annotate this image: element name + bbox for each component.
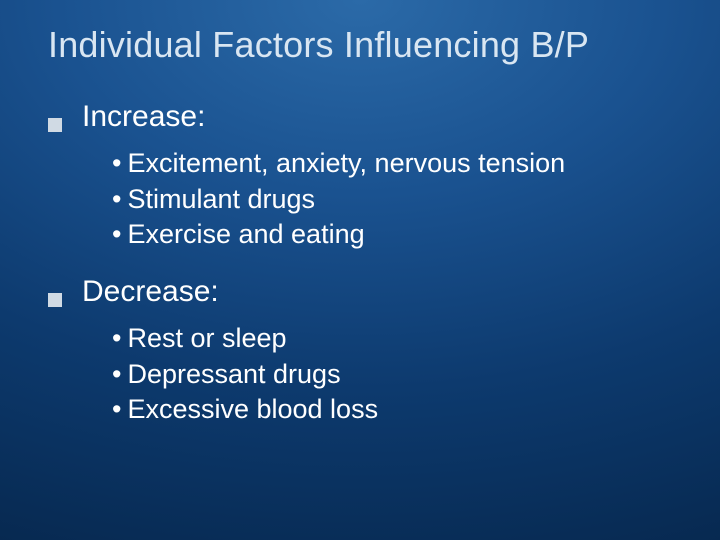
section-bullets-decrease: •Rest or sleep •Depressant drugs •Excess… xyxy=(112,321,684,428)
bullet-text: Rest or sleep xyxy=(127,323,286,353)
slide-title: Individual Factors Influencing B/P xyxy=(48,24,684,66)
dot-bullet-icon: • xyxy=(112,323,121,353)
section-heading-text: Decrease: xyxy=(82,275,219,309)
dot-bullet-icon: • xyxy=(112,394,121,424)
bullet-item: •Stimulant drugs xyxy=(112,182,684,218)
section-heading-increase: Increase: xyxy=(48,100,684,134)
slide: Individual Factors Influencing B/P Incre… xyxy=(0,0,720,540)
bullet-text: Exercise and eating xyxy=(127,219,364,249)
bullet-text: Depressant drugs xyxy=(127,359,340,389)
section-heading-decrease: Decrease: xyxy=(48,275,684,309)
bullet-item: •Exercise and eating xyxy=(112,217,684,253)
bullet-text: Excessive blood loss xyxy=(127,394,378,424)
dot-bullet-icon: • xyxy=(112,148,121,178)
section-bullets-increase: •Excitement, anxiety, nervous tension •S… xyxy=(112,146,684,253)
bullet-item: •Excitement, anxiety, nervous tension xyxy=(112,146,684,182)
bullet-text: Stimulant drugs xyxy=(127,184,315,214)
bullet-text: Excitement, anxiety, nervous tension xyxy=(127,148,565,178)
dot-bullet-icon: • xyxy=(112,219,121,249)
square-bullet-icon xyxy=(48,293,62,307)
section-heading-text: Increase: xyxy=(82,100,205,134)
square-bullet-icon xyxy=(48,118,62,132)
dot-bullet-icon: • xyxy=(112,184,121,214)
bullet-item: •Depressant drugs xyxy=(112,357,684,393)
bullet-item: •Excessive blood loss xyxy=(112,392,684,428)
dot-bullet-icon: • xyxy=(112,359,121,389)
bullet-item: •Rest or sleep xyxy=(112,321,684,357)
